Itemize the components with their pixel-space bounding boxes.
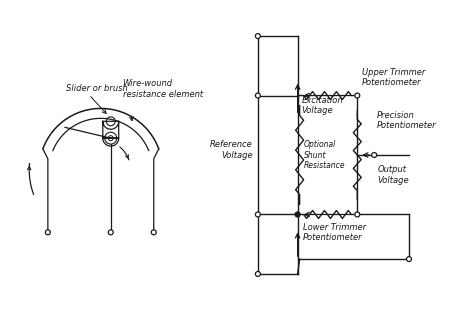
Text: Optional
Shunt
Resistance: Optional Shunt Resistance	[304, 140, 345, 170]
Circle shape	[151, 230, 156, 235]
Circle shape	[355, 212, 360, 217]
Circle shape	[46, 230, 50, 235]
Text: Precision
Potentiometer: Precision Potentiometer	[377, 111, 437, 130]
Text: Slider or brush: Slider or brush	[66, 84, 128, 93]
Circle shape	[255, 34, 260, 39]
Text: Excitation
Voltage: Excitation Voltage	[301, 96, 343, 115]
Circle shape	[255, 272, 260, 276]
Circle shape	[255, 93, 260, 98]
Text: Lower Trimmer
Potentiometer: Lower Trimmer Potentiometer	[302, 223, 366, 242]
Circle shape	[355, 93, 360, 98]
Text: Wire-wound
resistance element: Wire-wound resistance element	[123, 79, 203, 99]
Circle shape	[295, 212, 300, 217]
Text: Output
Voltage: Output Voltage	[377, 165, 409, 185]
Circle shape	[407, 257, 411, 262]
Text: Upper Trimmer
Potentiometer: Upper Trimmer Potentiometer	[362, 68, 426, 87]
Circle shape	[372, 153, 377, 158]
Circle shape	[108, 230, 113, 235]
Text: Reference
Voltage: Reference Voltage	[210, 140, 253, 160]
Circle shape	[255, 212, 260, 217]
